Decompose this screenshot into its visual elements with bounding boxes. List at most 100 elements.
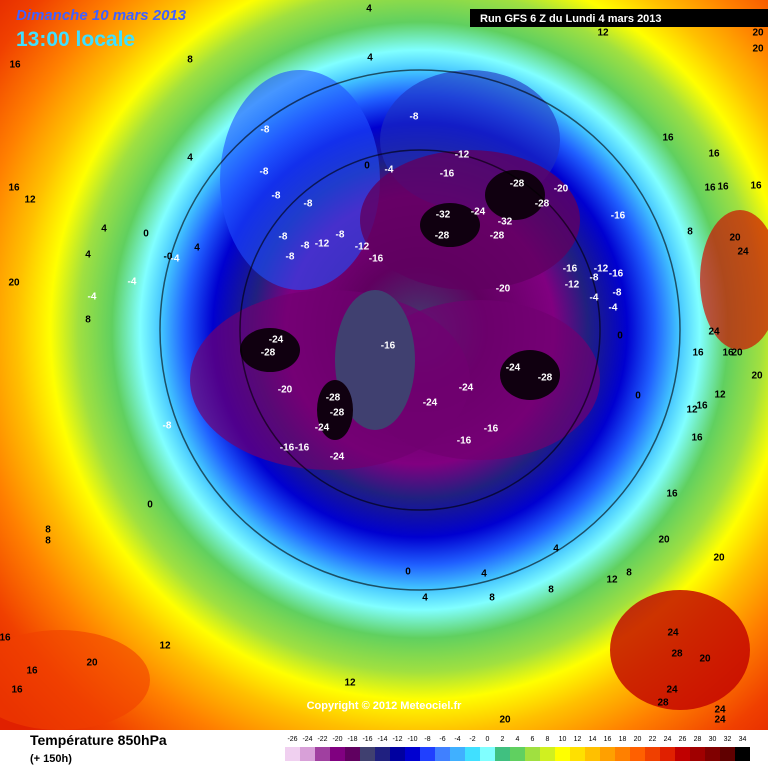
contour-label: -24 <box>330 452 345 463</box>
colorbar-swatch <box>420 747 435 761</box>
contour-label: -16 <box>609 269 624 280</box>
contour-label: 24 <box>667 628 679 639</box>
contour-label: 20 <box>86 658 98 669</box>
colorbar-tick-label: 22 <box>649 736 657 743</box>
contour-label: 16 <box>692 348 704 359</box>
contour-label: 12 <box>159 641 171 652</box>
colorbar-swatch <box>525 747 540 761</box>
colorbar-swatch <box>345 747 360 761</box>
contour-label: -8 <box>286 252 295 263</box>
contour-label: -8 <box>272 191 281 202</box>
contour-label: 4 <box>553 544 559 555</box>
contour-label: 16 <box>708 149 720 160</box>
colorbar-tick-label: -14 <box>377 736 387 743</box>
legend-title: Température 850hPa <box>30 732 167 748</box>
colorbar-tick-label: -16 <box>362 736 372 743</box>
contour-label: -16 <box>381 341 396 352</box>
colorbar-swatch <box>615 747 630 761</box>
colorbar-tick-label: -4 <box>454 736 460 743</box>
contour-label: 20 <box>8 278 20 289</box>
contour-label: -28 <box>261 348 276 359</box>
run-box <box>470 9 768 27</box>
colorbar-tick-label: -2 <box>469 736 475 743</box>
contour-label: -8 <box>279 232 288 243</box>
contour-label: -8 <box>304 199 313 210</box>
contour-label: 16 <box>696 401 708 412</box>
contour-label: -20 <box>278 385 293 396</box>
colorbar-swatch <box>495 747 510 761</box>
date-title: Dimanche 10 mars 2013 <box>16 7 187 24</box>
contour-label: 8 <box>45 536 51 547</box>
colorbar-tick-label: 20 <box>634 736 642 743</box>
contour-label: 4 <box>85 250 91 261</box>
contour-label: 20 <box>729 233 741 244</box>
colorbar-swatch <box>375 747 390 761</box>
colorbar-tick-label: -10 <box>407 736 417 743</box>
contour-label: -32 <box>498 217 513 228</box>
contour-label: 8 <box>187 55 193 66</box>
contour-label: 0 <box>143 229 149 240</box>
contour-label: -8 <box>410 112 419 123</box>
contour-label: 0 <box>617 331 623 342</box>
contour-label: 16 <box>722 348 734 359</box>
colorbar-tick-label: 24 <box>664 736 672 743</box>
contour-label: 16 <box>666 489 678 500</box>
contour-label: -8 <box>613 288 622 299</box>
contour-label: 8 <box>626 568 632 579</box>
colorbar-swatch <box>330 747 345 761</box>
colorbar-tick-label: 2 <box>501 736 505 743</box>
contour-label: 12 <box>686 405 698 416</box>
colorbar-swatch <box>540 747 555 761</box>
contour-label: 8 <box>489 593 495 604</box>
colorbar-swatch <box>675 747 690 761</box>
colorbar-swatch <box>585 747 600 761</box>
contour-label: 8 <box>548 585 554 596</box>
contour-label: 24 <box>714 715 726 726</box>
colorbar-tick-label: 4 <box>516 736 520 743</box>
colorbar-tick-label: 28 <box>694 736 702 743</box>
contour-label: -16 <box>295 443 310 454</box>
contour-label: -8 <box>261 125 270 136</box>
contour-label: -28 <box>435 231 450 242</box>
colorbar-tick-label: -20 <box>332 736 342 743</box>
colorbar-swatch <box>570 747 585 761</box>
contour-label: -24 <box>506 363 521 374</box>
contour-label: 24 <box>666 685 678 696</box>
colorbar-swatch <box>720 747 735 761</box>
contour-label: 20 <box>731 348 743 359</box>
colorbar-swatch <box>315 747 330 761</box>
colorbar-swatch <box>735 747 750 761</box>
colorbar-tick-label: -26 <box>287 736 297 743</box>
colorbar-swatch <box>645 747 660 761</box>
colorbar-swatch <box>480 747 495 761</box>
colorbar-tick-label: -18 <box>347 736 357 743</box>
contour-label: 8 <box>85 315 91 326</box>
contour-label: 16 <box>750 181 762 192</box>
contour-label: -16 <box>457 436 472 447</box>
colorbar-swatch <box>450 747 465 761</box>
contour-label: -0 <box>164 252 173 263</box>
colorbar-tick-label: 18 <box>619 736 627 743</box>
contour-label: -12 <box>455 150 470 161</box>
contour-label: -4 <box>171 254 180 265</box>
contour-label: -16 <box>440 169 455 180</box>
contour-label: -12 <box>315 239 330 250</box>
contour-label: 16 <box>691 433 703 444</box>
contour-label: -28 <box>490 231 505 242</box>
colorbar-swatch <box>660 747 675 761</box>
colorbar-tick-label: -24 <box>302 736 312 743</box>
colorbar: -26 -24 -22 -20 -18 -16 -14 -12 -10 -8 -6 -4 -2 0 2 4 6 8… <box>285 736 750 761</box>
colorbar-swatch <box>630 747 645 761</box>
contour-label: 24 <box>714 705 726 716</box>
copyright: Copyright © 2012 Meteociel.fr <box>307 700 463 712</box>
contour-label: -16 <box>611 211 626 222</box>
contour-label: -4 <box>609 303 618 314</box>
colorbar-tick-label: 10 <box>559 736 567 743</box>
contour-label: 16 <box>9 60 21 71</box>
contour-label: 0 <box>147 500 153 511</box>
contour-label: -8 <box>260 167 269 178</box>
contour-label: -28 <box>330 408 345 419</box>
contour-label: -4 <box>88 292 97 303</box>
colorbar-tick-label: -22 <box>317 736 327 743</box>
